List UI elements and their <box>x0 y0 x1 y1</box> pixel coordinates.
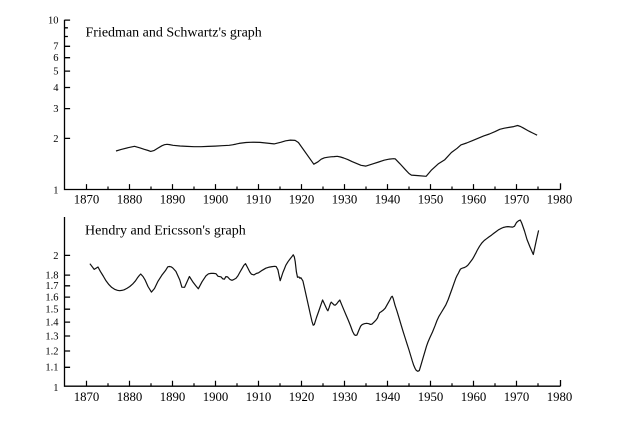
svg-text:1940: 1940 <box>375 193 401 207</box>
svg-text:1920: 1920 <box>289 390 315 404</box>
svg-text:2: 2 <box>53 134 58 145</box>
svg-text:1870: 1870 <box>74 390 100 404</box>
svg-text:1890: 1890 <box>160 390 186 404</box>
svg-text:1980: 1980 <box>547 390 573 404</box>
svg-text:1970: 1970 <box>504 193 530 207</box>
svg-text:7: 7 <box>53 42 58 53</box>
svg-text:1890: 1890 <box>160 193 186 207</box>
svg-text:1900: 1900 <box>203 193 229 207</box>
svg-text:1.4: 1.4 <box>45 318 59 329</box>
svg-text:Hendry and Ericsson's graph: Hendry and Ericsson's graph <box>85 224 246 239</box>
svg-text:2: 2 <box>53 251 58 262</box>
svg-text:1880: 1880 <box>117 390 143 404</box>
svg-text:Friedman and Schwartz's graph: Friedman and Schwartz's graph <box>86 26 262 41</box>
svg-text:1870: 1870 <box>74 193 100 207</box>
svg-text:5: 5 <box>53 67 58 78</box>
svg-text:1970: 1970 <box>504 390 530 404</box>
svg-text:1980: 1980 <box>547 193 573 207</box>
svg-text:10: 10 <box>48 16 59 27</box>
svg-text:1880: 1880 <box>117 193 143 207</box>
svg-text:1910: 1910 <box>246 390 272 404</box>
svg-text:3: 3 <box>53 104 58 115</box>
svg-text:1.3: 1.3 <box>45 331 58 342</box>
svg-text:1940: 1940 <box>375 390 401 404</box>
svg-text:1.2: 1.2 <box>45 346 58 357</box>
svg-text:6: 6 <box>53 53 58 64</box>
svg-text:1.1: 1.1 <box>45 363 58 374</box>
svg-text:1920: 1920 <box>289 193 315 207</box>
svg-text:4: 4 <box>53 83 59 94</box>
svg-text:1930: 1930 <box>332 193 358 207</box>
svg-text:1900: 1900 <box>203 390 229 404</box>
svg-text:1: 1 <box>53 186 58 197</box>
svg-text:1930: 1930 <box>332 390 358 404</box>
svg-text:1.7: 1.7 <box>45 281 58 292</box>
svg-text:1960: 1960 <box>461 390 487 404</box>
svg-text:1.8: 1.8 <box>45 271 58 282</box>
svg-text:1960: 1960 <box>461 193 487 207</box>
svg-text:1: 1 <box>53 383 58 394</box>
svg-text:1.5: 1.5 <box>45 305 58 316</box>
svg-text:1910: 1910 <box>246 193 272 207</box>
svg-text:1950: 1950 <box>418 390 444 404</box>
svg-text:1.6: 1.6 <box>45 293 58 304</box>
svg-text:1950: 1950 <box>418 193 444 207</box>
